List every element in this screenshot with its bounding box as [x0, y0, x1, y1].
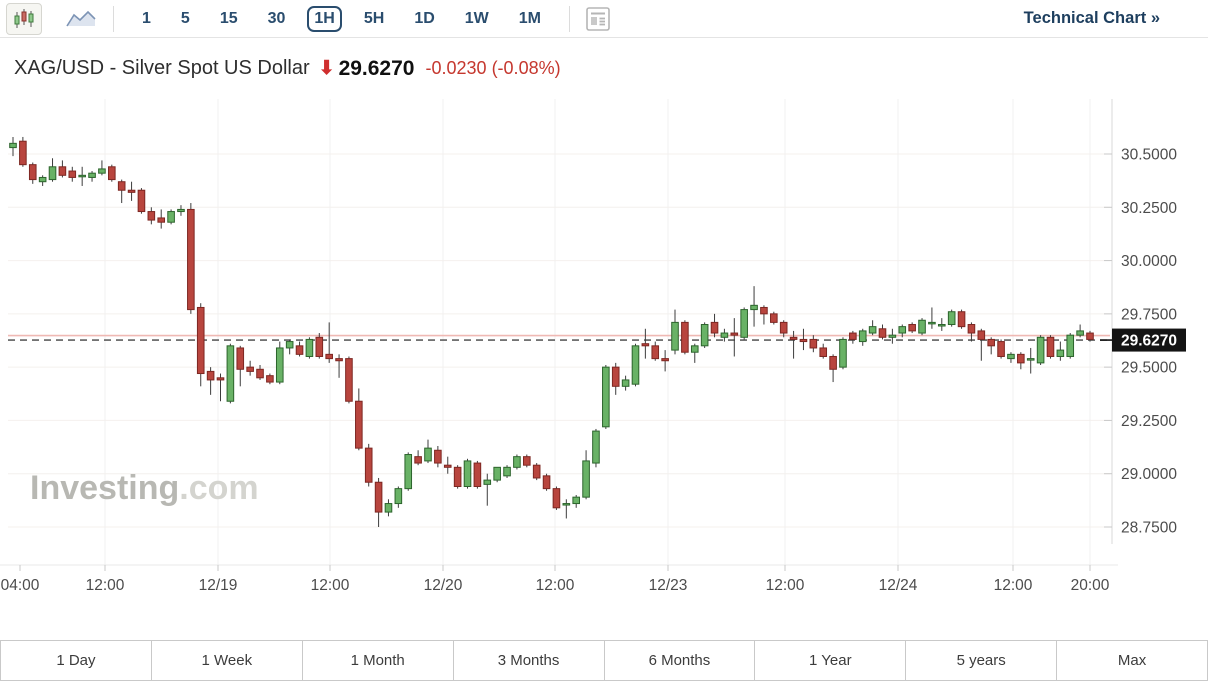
svg-text:29.5000: 29.5000: [1121, 360, 1177, 377]
timeframe-group: 1 5 15 30 1H 5H 1D 1W 1M: [127, 5, 556, 32]
technical-chart-link[interactable]: Technical Chart »: [1023, 9, 1160, 27]
chart-toolbar: 1 5 15 30 1H 5H 1D 1W 1M Technical Chart »: [0, 0, 1208, 38]
timeframe-button-5h[interactable]: 5H: [363, 9, 385, 27]
instrument-header: XAG/USD - Silver Spot US Dollar ⬇ 29.627…: [0, 38, 1208, 93]
svg-text:29.2500: 29.2500: [1121, 413, 1177, 430]
candlestick-chart-type-button[interactable]: [6, 2, 42, 35]
price-down-arrow-icon: ⬇: [318, 58, 335, 79]
toolbar-divider: [113, 5, 114, 32]
range-button-1-day[interactable]: 1 Day: [0, 640, 152, 681]
svg-text:30.0000: 30.0000: [1121, 253, 1177, 270]
news-panel-button[interactable]: [583, 4, 613, 34]
timeframe-button-30[interactable]: 30: [267, 9, 286, 27]
range-button-max[interactable]: Max: [1056, 640, 1208, 681]
range-button-1-month[interactable]: 1 Month: [301, 640, 454, 681]
timeframe-button-1m[interactable]: 1M: [518, 9, 541, 27]
timeframe-button-15[interactable]: 15: [219, 9, 238, 27]
time-axis[interactable]: 04:00 12:00 12/19 12:00 12/20 12:00 12/23 12:00…: [1, 565, 1110, 594]
range-button-3-months[interactable]: 3 Months: [452, 640, 605, 681]
candlestick-icon: [14, 8, 34, 28]
area-chart-type-button[interactable]: [62, 4, 100, 34]
svg-text:12:00: 12:00: [994, 577, 1033, 594]
svg-text:29.6270: 29.6270: [1121, 333, 1177, 350]
range-button-1-year[interactable]: 1 Year: [754, 640, 907, 681]
price-axis[interactable]: 30.5000 30.2500 30.0000 29.7500 29.5000 29.25…: [1104, 147, 1177, 537]
news-panel-icon: [586, 6, 610, 31]
svg-text:29.7500: 29.7500: [1121, 306, 1177, 323]
svg-text:12/19: 12/19: [199, 577, 238, 594]
instrument-title: XAG/USD - Silver Spot US Dollar: [14, 57, 310, 79]
candles: [9, 136, 1094, 527]
svg-text:29.0000: 29.0000: [1121, 466, 1177, 483]
toolbar-divider: [569, 5, 570, 32]
change-percent: (-0.08%): [491, 58, 561, 78]
svg-text:28.7500: 28.7500: [1121, 519, 1177, 536]
range-button-6-months[interactable]: 6 Months: [603, 640, 756, 681]
svg-text:12:00: 12:00: [311, 577, 350, 594]
svg-text:12/20: 12/20: [424, 577, 463, 594]
price-change: -0.0230 (-0.08%): [425, 58, 560, 79]
current-price-badge: 29.6270: [1100, 328, 1186, 352]
svg-text:12:00: 12:00: [536, 577, 575, 594]
svg-text:30.2500: 30.2500: [1121, 200, 1177, 217]
svg-text:12:00: 12:00: [86, 577, 125, 594]
timeframe-button-1[interactable]: 1: [142, 9, 151, 27]
area-chart-icon: [66, 10, 96, 26]
svg-text:12/23: 12/23: [649, 577, 688, 594]
range-button-5-years[interactable]: 5 years: [905, 640, 1058, 681]
range-button-row: 1 Day 1 Week 1 Month 3 Months 6 Months 1 Year…: [0, 640, 1208, 681]
svg-text:04:00: 04:00: [1, 577, 40, 594]
axes: [0, 99, 1118, 566]
chart-area: Investing.com 30.5000 30.2500 30.0000 29.750…: [0, 93, 1208, 640]
svg-text:20:00: 20:00: [1071, 577, 1110, 594]
svg-text:12:00: 12:00: [766, 577, 805, 594]
timeframe-button-5[interactable]: 5: [180, 9, 190, 27]
candlestick-price-chart[interactable]: Investing.com 30.5000 30.2500 30.0000 29.750…: [0, 93, 1208, 640]
svg-text:30.5000: 30.5000: [1121, 147, 1177, 164]
gridlines: [8, 99, 1110, 565]
change-value: -0.0230: [425, 58, 487, 78]
svg-text:12/24: 12/24: [879, 577, 918, 594]
investing-watermark: Investing.com: [30, 469, 259, 507]
timeframe-button-1d[interactable]: 1D: [414, 9, 435, 27]
last-price: 29.6270: [338, 56, 415, 80]
range-button-1-week[interactable]: 1 Week: [150, 640, 303, 681]
timeframe-button-1w[interactable]: 1W: [464, 9, 489, 27]
timeframe-button-1h[interactable]: 1H: [307, 5, 342, 32]
